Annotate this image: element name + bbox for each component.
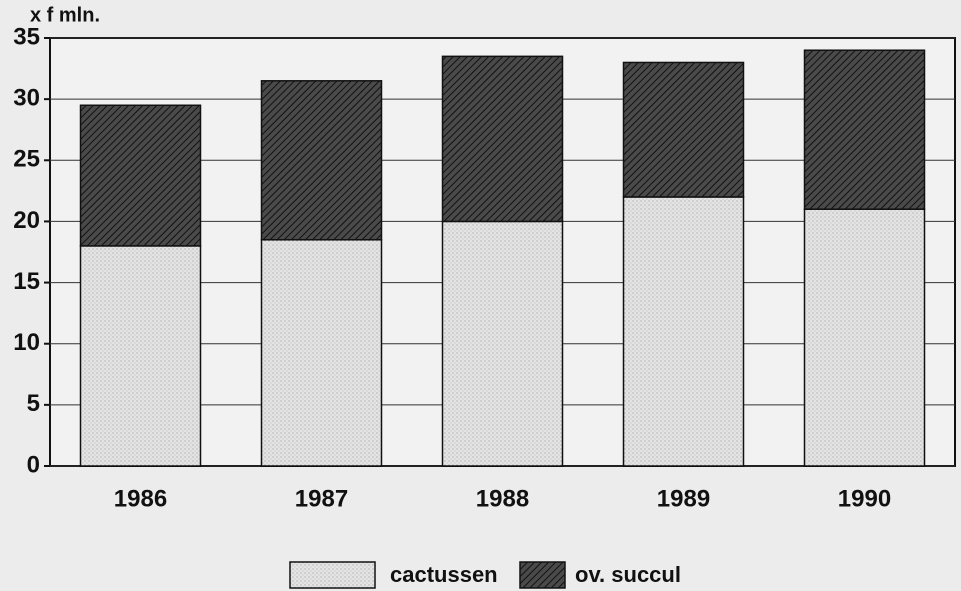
y-tick-label: 5	[27, 390, 40, 417]
y-tick-label: 30	[13, 84, 40, 111]
x-tick-label: 1988	[476, 485, 529, 512]
y-tick-label: 10	[13, 329, 40, 356]
legend-label: cactussen	[390, 562, 498, 587]
bar-segment	[441, 55, 564, 223]
x-tick-label: 1989	[657, 485, 710, 512]
bar-segment	[622, 196, 745, 467]
y-tick-label: 20	[13, 207, 40, 234]
y-tick-label: 15	[13, 268, 40, 295]
bar-segment	[260, 239, 383, 467]
y-tick-label: 0	[27, 451, 40, 478]
bar-segment	[79, 104, 202, 247]
x-tick-label: 1990	[838, 485, 891, 512]
bar-segment	[803, 49, 926, 210]
bar-segment	[441, 220, 564, 467]
y-tick-label: 25	[13, 146, 40, 173]
legend-label: ov. succul	[575, 562, 681, 587]
x-tick-label: 1986	[114, 485, 167, 512]
y-axis-label: x f mln.	[30, 4, 100, 26]
legend-swatch	[519, 561, 566, 589]
x-tick-label: 1987	[295, 485, 348, 512]
bar-segment	[622, 61, 745, 198]
y-tick-label: 35	[13, 23, 40, 50]
bar-segment	[260, 80, 383, 241]
legend-swatch	[289, 561, 376, 589]
bar-segment	[79, 245, 202, 467]
bar-segment	[803, 208, 926, 467]
